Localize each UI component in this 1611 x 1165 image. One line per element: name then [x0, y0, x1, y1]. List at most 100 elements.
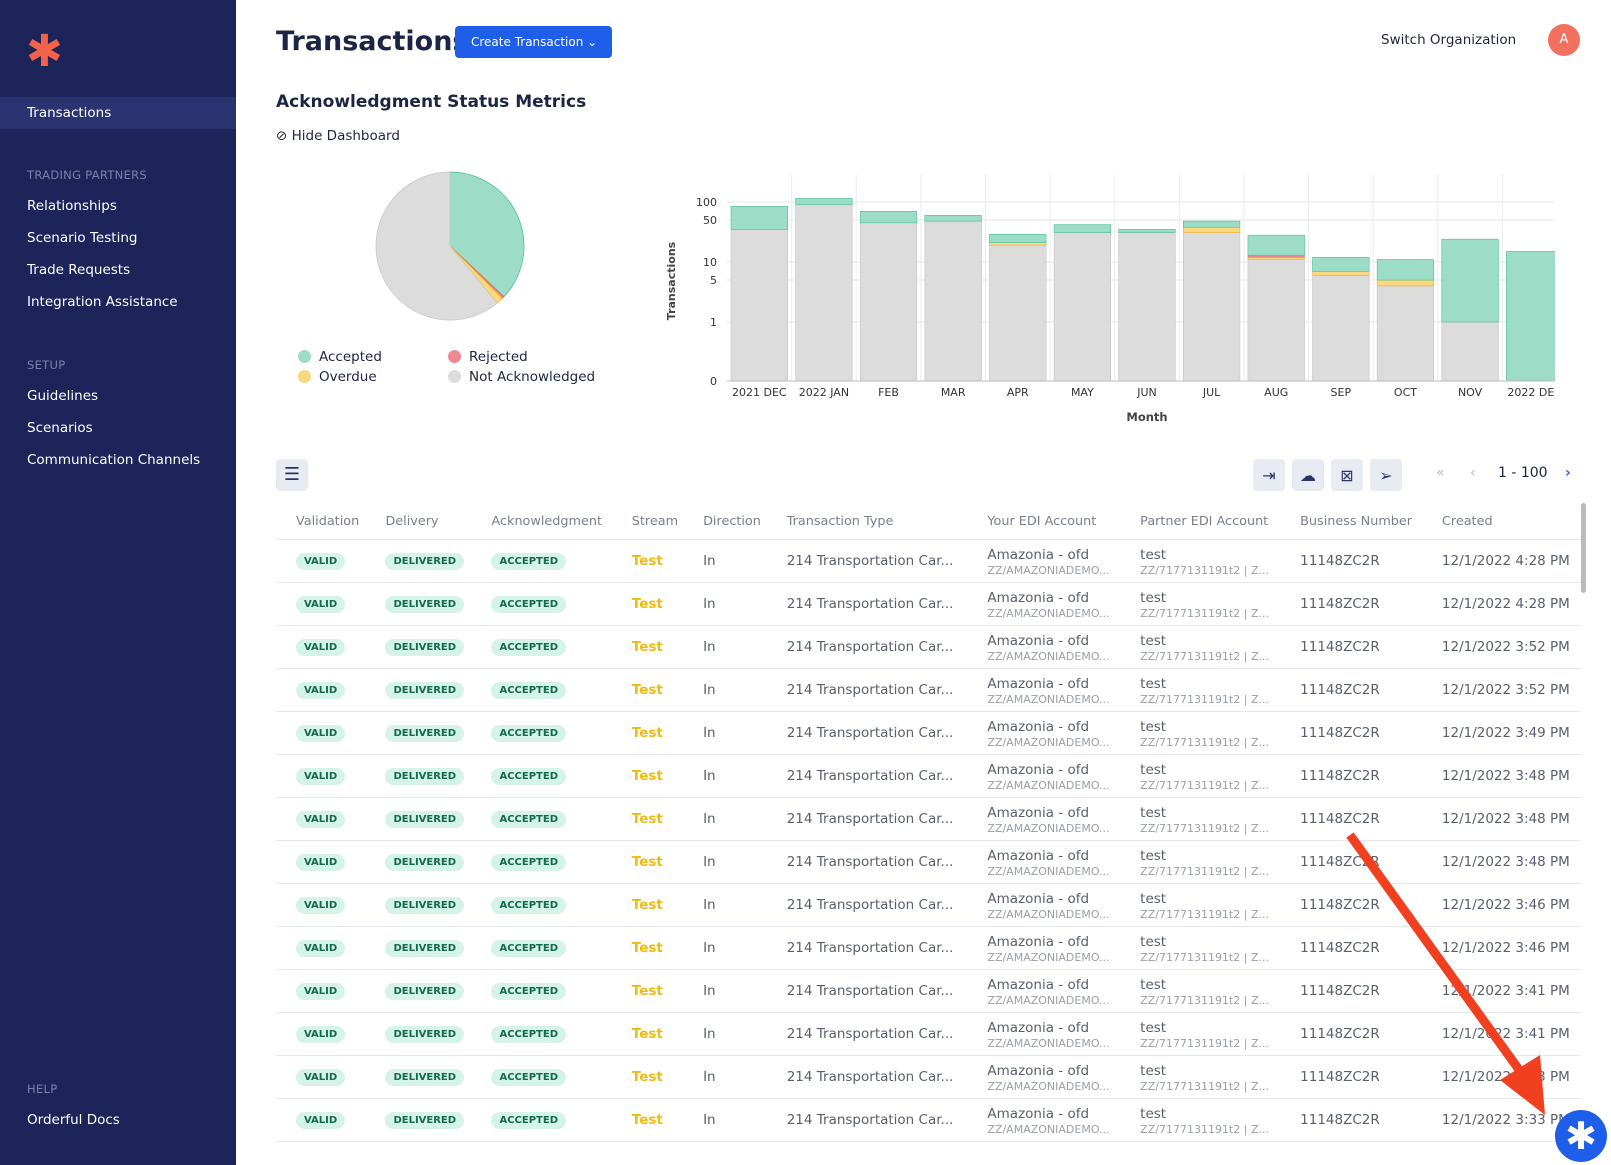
page-title: Transactions	[276, 26, 469, 57]
prev-page-button[interactable]: ‹	[1470, 465, 1476, 481]
column-header[interactable]: Partner EDI Account	[1120, 505, 1281, 540]
legend-label: Not Acknowledged	[469, 369, 596, 385]
bar-segment-accepted[interactable]	[1118, 229, 1176, 233]
next-page-button[interactable]: ›	[1565, 465, 1571, 481]
bar-segment-not-acknowledged[interactable]	[1312, 275, 1370, 382]
table-row[interactable]: VALID DELIVERED ACCEPTED Test In 214 Tra…	[276, 969, 1581, 1013]
sidebar-item-transactions[interactable]: Transactions	[0, 97, 236, 129]
sidebar-item-scenarios[interactable]: Scenarios	[27, 420, 93, 436]
avatar[interactable]: A	[1548, 24, 1580, 56]
bar-segment-not-acknowledged[interactable]	[1441, 321, 1499, 382]
delivery-cell: DELIVERED	[365, 840, 472, 884]
table-row[interactable]: VALID DELIVERED ACCEPTED Test In 214 Tra…	[276, 668, 1581, 712]
column-header[interactable]: Stream	[611, 505, 684, 540]
sidebar-item-orderful-docs[interactable]: Orderful Docs	[27, 1112, 120, 1128]
bar-segment-accepted[interactable]	[924, 215, 982, 222]
bar-segment-overdue[interactable]	[1247, 256, 1305, 260]
bar-segment-rejected[interactable]	[1247, 254, 1305, 258]
pie-slice-accepted[interactable]	[449, 171, 525, 298]
orderful-logo[interactable]: ✱	[26, 26, 63, 77]
first-page-button[interactable]: «	[1436, 465, 1445, 481]
table-row[interactable]: VALID DELIVERED ACCEPTED Test In 214 Tra…	[276, 754, 1581, 798]
table-row[interactable]: VALID DELIVERED ACCEPTED Test In 214 Tra…	[276, 582, 1581, 626]
delivery-cell: DELIVERED	[365, 668, 472, 712]
table-row[interactable]: VALID DELIVERED ACCEPTED Test In 214 Tra…	[276, 711, 1581, 755]
bar-segment-not-acknowledged[interactable]	[1183, 232, 1241, 382]
hide-dashboard-button[interactable]: ⊘ Hide Dashboard	[276, 128, 400, 144]
bar-segment-overdue[interactable]	[1183, 226, 1241, 233]
y-tick-label: 100	[696, 196, 717, 209]
bar-segment-overdue[interactable]	[1376, 279, 1435, 287]
import-button[interactable]: ⇥	[1253, 459, 1285, 491]
send-button[interactable]: ➢	[1370, 459, 1402, 491]
table-scrollbar[interactable]	[1581, 503, 1586, 593]
legend-label: Accepted	[319, 349, 382, 365]
validation-cell: VALID	[276, 969, 366, 1013]
x-tick-label: JUL	[1202, 386, 1221, 399]
table-row[interactable]: VALID DELIVERED ACCEPTED Test In 214 Tra…	[276, 883, 1581, 927]
bar-segment-not-acknowledged[interactable]	[924, 220, 982, 382]
table-row[interactable]: VALID DELIVERED ACCEPTED Test In 214 Tra…	[276, 1012, 1581, 1056]
create-transaction-button[interactable]: Create Transaction ⌄	[455, 26, 612, 58]
sidebar-item-communication-channels[interactable]: Communication Channels	[27, 452, 201, 468]
paper-plane-icon: ➢	[1379, 465, 1393, 485]
column-header[interactable]: Transaction Type	[766, 505, 968, 540]
bar-segment-overdue[interactable]	[1312, 270, 1370, 276]
delete-file-button[interactable]: ⊠	[1331, 459, 1363, 491]
sidebar-item-scenario-testing[interactable]: Scenario Testing	[27, 230, 138, 246]
bar-segment-accepted[interactable]	[795, 198, 853, 206]
table-row[interactable]: VALID DELIVERED ACCEPTED Test In 214 Tra…	[276, 539, 1581, 583]
table-row[interactable]: VALID DELIVERED ACCEPTED Test In 214 Tra…	[276, 1055, 1581, 1099]
ack-badge: ACCEPTED	[491, 767, 566, 785]
bar-segment-accepted[interactable]	[1053, 224, 1111, 233]
chevron-down-icon: ⌄	[587, 35, 598, 49]
bar-segment-not-acknowledged[interactable]	[730, 229, 788, 382]
bar-segment-accepted[interactable]	[859, 210, 918, 224]
bar-segment-overdue[interactable]	[989, 242, 1047, 246]
partner-edi-name: test	[1140, 804, 1167, 821]
column-header[interactable]: Created	[1421, 505, 1581, 540]
bar-segment-accepted[interactable]	[1247, 234, 1305, 256]
bar-segment-accepted[interactable]	[1183, 220, 1241, 228]
bar-segment-not-acknowledged[interactable]	[1118, 232, 1176, 382]
delivery-cell: DELIVERED	[365, 625, 472, 669]
bar-segment-accepted[interactable]	[1506, 251, 1555, 382]
table-row[interactable]: VALID DELIVERED ACCEPTED Test In 214 Tra…	[276, 840, 1581, 884]
sidebar-item-integration-assistance[interactable]: Integration Assistance	[27, 294, 178, 310]
table-row[interactable]: VALID DELIVERED ACCEPTED Test In 214 Tra…	[276, 625, 1581, 669]
column-header[interactable]: Delivery	[365, 505, 472, 540]
bar-segment-not-acknowledged[interactable]	[1247, 259, 1305, 382]
legend-accepted: Accepted	[298, 349, 382, 365]
partner-edi-name: test	[1140, 675, 1167, 692]
filter-settings-button[interactable]: ☰	[276, 459, 308, 491]
sidebar-item-guidelines[interactable]: Guidelines	[27, 388, 99, 404]
bar-segment-accepted[interactable]	[1376, 259, 1435, 281]
column-header[interactable]: Business Number	[1280, 505, 1422, 540]
bar-segment-not-acknowledged[interactable]	[859, 222, 918, 382]
created-cell: 12/1/2022 3:48 PM	[1421, 797, 1581, 841]
table-row[interactable]: VALID DELIVERED ACCEPTED Test In 214 Tra…	[276, 797, 1581, 841]
help-chat-button[interactable]: ✱	[1555, 1110, 1607, 1162]
bar-segment-not-acknowledged[interactable]	[1376, 285, 1435, 382]
pie-slice-not-acknowledged[interactable]	[375, 171, 498, 321]
table-row[interactable]: VALID DELIVERED ACCEPTED Test In 214 Tra…	[276, 1098, 1581, 1142]
sidebar-item-trade-requests[interactable]: Trade Requests	[27, 262, 131, 278]
bar-segment-not-acknowledged[interactable]	[989, 244, 1047, 382]
bar-segment-accepted[interactable]	[989, 233, 1047, 243]
table-row[interactable]: VALID DELIVERED ACCEPTED Test In 214 Tra…	[276, 926, 1581, 970]
eye-slash-icon: ⊘	[276, 128, 288, 144]
column-header[interactable]: Direction	[683, 505, 767, 540]
sidebar-item-relationships[interactable]: Relationships	[27, 198, 117, 214]
bar-segment-not-acknowledged[interactable]	[795, 204, 853, 382]
column-header[interactable]: Validation	[276, 505, 366, 540]
bar-segment-not-acknowledged[interactable]	[1053, 232, 1111, 382]
partner-edi-cell: test ZZ/7177131191t2 | Z...	[1120, 840, 1281, 884]
bar-segment-accepted[interactable]	[730, 205, 788, 230]
created-cell: 12/1/2022 3:52 PM	[1421, 625, 1581, 669]
column-header[interactable]: Your EDI Account	[967, 505, 1121, 540]
switch-organization-link[interactable]: Switch Organization	[1381, 32, 1517, 48]
bar-segment-accepted[interactable]	[1441, 238, 1499, 323]
download-button[interactable]: ☁	[1292, 459, 1324, 491]
column-header[interactable]: Acknowledgment	[471, 505, 612, 540]
bar-segment-accepted[interactable]	[1312, 256, 1370, 272]
